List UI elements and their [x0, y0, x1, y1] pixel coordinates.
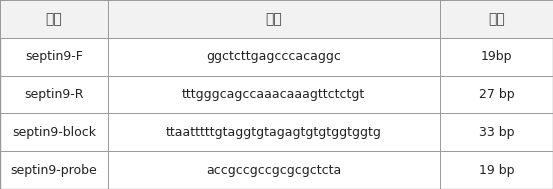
- Text: 名称: 名称: [45, 12, 62, 26]
- Text: 27 bp: 27 bp: [478, 88, 514, 101]
- Text: 19 bp: 19 bp: [478, 164, 514, 177]
- Text: tttgggcagccaaacaaagttctctgt: tttgggcagccaaacaaagttctctgt: [182, 88, 366, 101]
- Text: septin9-probe: septin9-probe: [11, 164, 97, 177]
- Text: septin9-R: septin9-R: [24, 88, 84, 101]
- Text: septin9-block: septin9-block: [12, 126, 96, 139]
- Text: 序列: 序列: [265, 12, 282, 26]
- Text: 19bp: 19bp: [481, 50, 512, 63]
- Text: septin9-F: septin9-F: [25, 50, 83, 63]
- Text: ggctcttgagcccacaggc: ggctcttgagcccacaggc: [206, 50, 341, 63]
- Bar: [0, 0, 553, 38]
- Text: 长度: 长度: [488, 12, 505, 26]
- Text: ttaatttttgtaggtgtagagtgtgtggtggtg: ttaatttttgtaggtgtagagtgtgtggtggtg: [166, 126, 382, 139]
- Text: 33 bp: 33 bp: [478, 126, 514, 139]
- Text: accgccgccgcgcgctcta: accgccgccgcgcgctcta: [206, 164, 341, 177]
